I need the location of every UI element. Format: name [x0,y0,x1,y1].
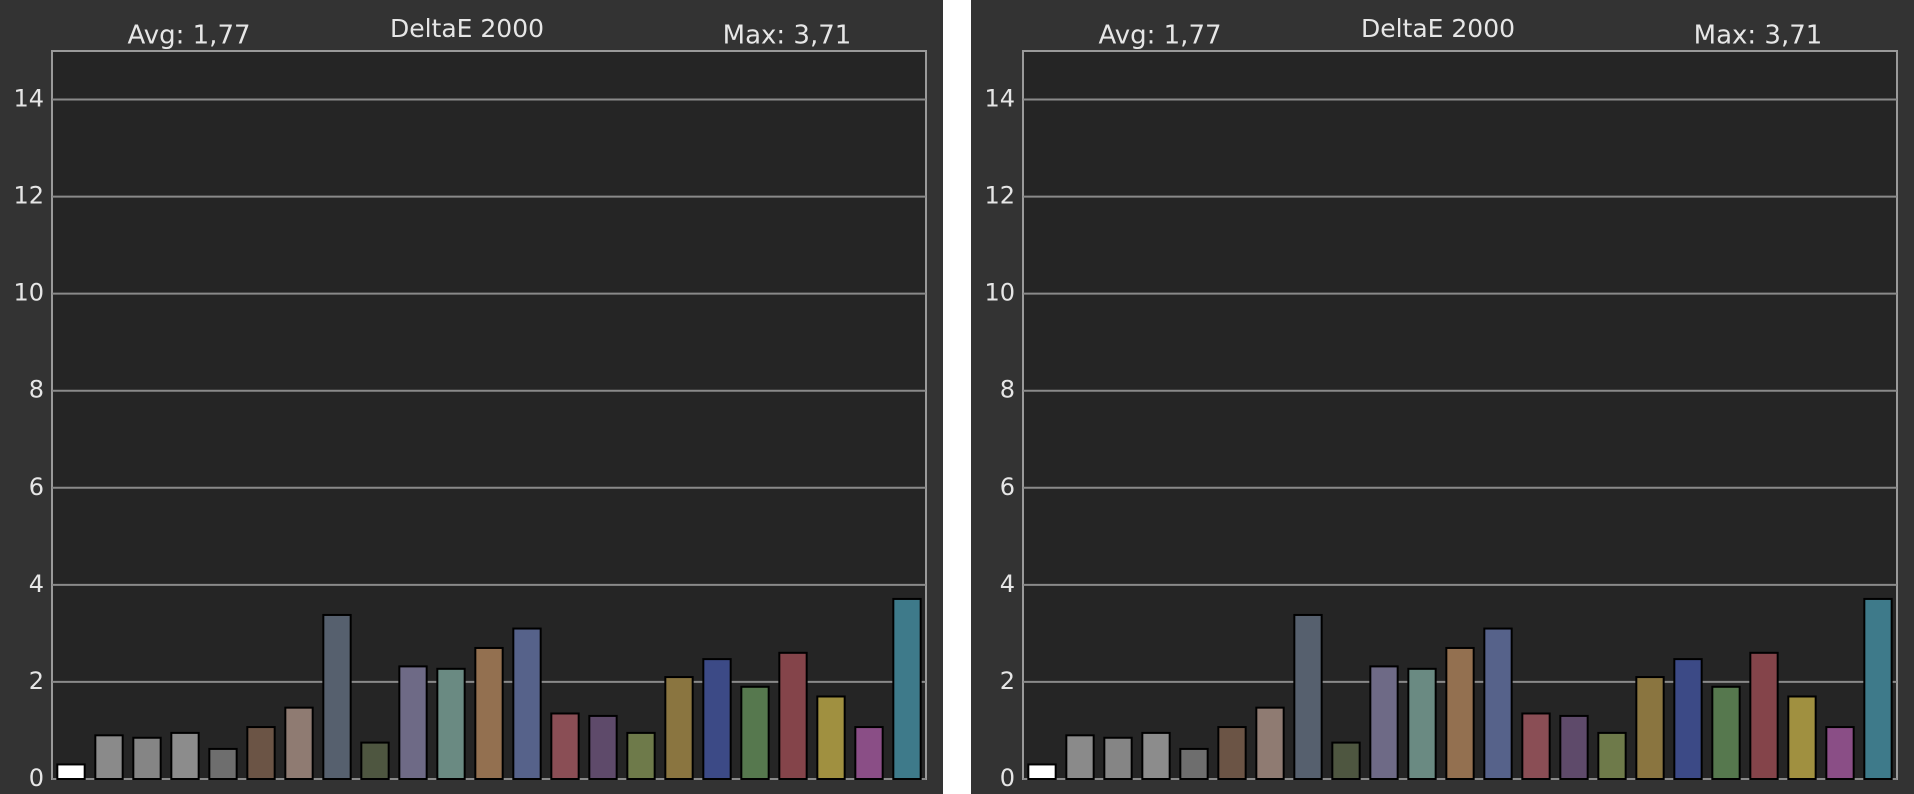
bar [1711,685,1741,781]
bar [626,731,656,780]
y-tick-label: 10 [984,279,1015,307]
bar [1407,667,1437,781]
y-tick-label: 14 [13,85,44,113]
bar [740,685,770,781]
stat-avg: Avg: 1,77 [127,21,250,51]
y-tick-label: 4 [29,570,44,598]
bar [854,726,884,781]
bar [398,665,428,780]
bar [284,706,314,781]
chart: 0 2 4 6 8 10 12 14 Avg: 1,77 DeltaE 2000 Max: 3,71 [0,0,943,794]
y-tick-label: 4 [1000,570,1015,598]
bar [664,676,694,781]
bar [1103,736,1133,780]
bar [588,714,618,781]
y-tick-label: 12 [984,182,1015,210]
bar [322,613,352,780]
bar [892,597,922,781]
bar [1179,747,1209,781]
bar [778,651,808,781]
bar [132,736,162,780]
stat-max: Max: 3,71 [723,21,852,51]
y-tick-label: 6 [29,473,44,501]
bar [1635,676,1665,781]
bar [1445,646,1475,781]
bar [550,712,580,780]
y-tick-label: 2 [29,667,44,695]
bar [1863,597,1893,781]
chart: 0 2 4 6 8 10 12 14 Avg: 1,77 DeltaE 2000 Max: 3,71 [971,0,1914,794]
y-tick-label: 14 [984,85,1015,113]
bar [170,731,200,780]
bar [436,667,466,781]
stat-max: Max: 3,71 [1694,21,1823,51]
bar [1749,651,1779,781]
bar [1217,726,1247,781]
y-tick-label: 6 [1000,473,1015,501]
bar [1027,763,1057,781]
y-tick-label: 8 [1000,376,1015,404]
bar [360,741,390,780]
bar [56,763,86,781]
chart-title: DeltaE 2000 [1361,14,1515,43]
y-tick-label: 0 [1000,764,1015,792]
y-tick-label: 10 [13,279,44,307]
bar [1483,627,1513,781]
bar [1065,734,1095,781]
bar [1559,714,1589,781]
chart-title: DeltaE 2000 [390,14,544,43]
bar [1521,712,1551,780]
bar [702,658,732,781]
bar [512,627,542,781]
bar [1597,731,1627,780]
bar [94,734,124,781]
bar [208,747,238,781]
bar [1293,613,1323,780]
bar [1331,741,1361,780]
bar [1787,695,1817,781]
y-tick-label: 8 [29,376,44,404]
bar [474,646,504,781]
y-tick-label: 12 [13,182,44,210]
y-tick-label: 0 [29,764,44,792]
bar [816,695,846,781]
bar [1673,658,1703,781]
bar [1369,665,1399,780]
bar [1141,731,1171,780]
bar [246,726,276,781]
bar [1825,726,1855,781]
bar [1255,706,1285,781]
stat-avg: Avg: 1,77 [1098,21,1221,51]
y-tick-label: 2 [1000,667,1015,695]
